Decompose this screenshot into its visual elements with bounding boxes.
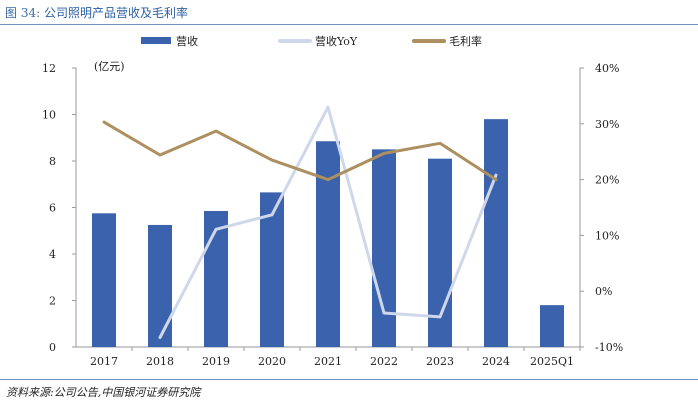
legend-label-毛利率: 毛利率 xyxy=(449,34,482,48)
x-tick-label: 2023 xyxy=(426,355,454,368)
figure-title: 图 34: 公司照明产品营收及毛利率 xyxy=(5,4,188,21)
bar-2017 xyxy=(92,213,116,347)
y-tick-label: 0 xyxy=(49,341,56,354)
x-tick-label: 2022 xyxy=(370,355,398,368)
bar-2019 xyxy=(204,210,228,347)
y2-tick-label: 0% xyxy=(595,285,612,298)
bar-2022 xyxy=(372,149,396,347)
bar-2024 xyxy=(484,119,508,348)
y-tick-label: 10 xyxy=(42,109,56,122)
figure-label: 图 34: xyxy=(5,6,41,20)
y2-tick-label: 30% xyxy=(595,118,619,131)
y-tick-label: 4 xyxy=(49,248,56,261)
x-tick-label: 2019 xyxy=(202,355,230,368)
y2-tick-label: 10% xyxy=(595,229,619,242)
lines xyxy=(102,105,498,339)
y-tick-label: 2 xyxy=(49,295,56,308)
bar-2023 xyxy=(428,158,452,347)
figure-title-text: 公司照明产品营收及毛利率 xyxy=(43,6,188,20)
bar-2021 xyxy=(316,141,340,347)
source-note: 资料来源:公司公告,中国银河证券研究院 xyxy=(6,386,201,399)
bottom-rule xyxy=(0,379,698,380)
legend-swatch-营收 xyxy=(141,37,171,44)
x-tick-label: 2024 xyxy=(482,355,510,368)
legend: 营收 营收YoY 毛利率 xyxy=(141,34,482,48)
y2-tick-label: 40% xyxy=(595,62,619,75)
y-unit-label: (亿元) xyxy=(94,60,125,73)
x-tick-label: 2025Q1 xyxy=(530,355,574,368)
x-tick-label: 2017 xyxy=(90,355,118,368)
bars xyxy=(92,119,564,348)
y-tick-label: 12 xyxy=(42,62,56,75)
y-tick-label: 6 xyxy=(49,202,56,215)
legend-label-营收YoY: 营收YoY xyxy=(315,34,358,48)
x-tick-label: 2021 xyxy=(314,355,342,368)
x-tick-label: 2018 xyxy=(146,355,174,368)
top-rule xyxy=(0,24,698,25)
x-tick-label: 2020 xyxy=(258,355,286,368)
line-毛利率 xyxy=(102,120,498,182)
legend-label-营收: 营收 xyxy=(176,34,198,48)
y-tick-label: 8 xyxy=(49,155,56,168)
y2-tick-label: -10% xyxy=(595,341,623,354)
axes: 0 2 4 6 8 10 12 -10% 0% 10% 20% 30% 40% 2017 2018 2019 2… xyxy=(42,62,623,368)
bar-2018 xyxy=(148,224,172,347)
bar-2025Q1 xyxy=(540,305,564,347)
y2-tick-label: 20% xyxy=(595,174,619,187)
